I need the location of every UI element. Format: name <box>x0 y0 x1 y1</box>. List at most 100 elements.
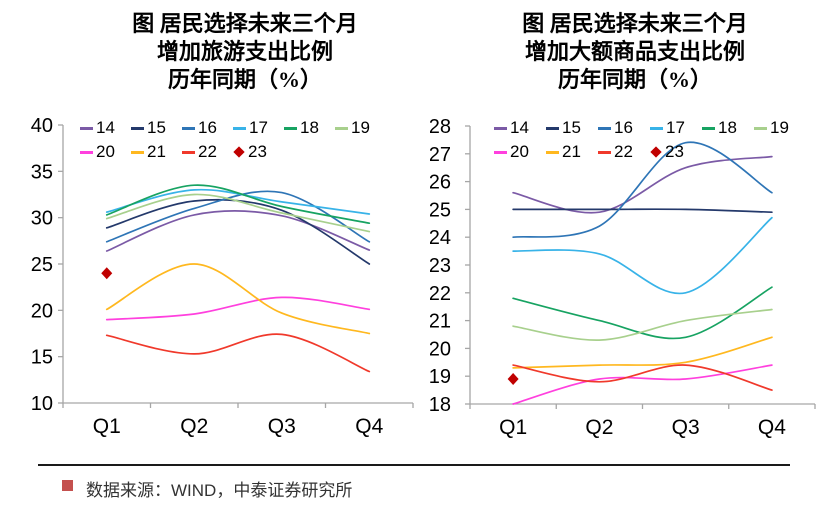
y-tick-label: 18 <box>430 394 451 416</box>
legend-item-17: 17 <box>233 119 284 137</box>
legend-label: 22 <box>614 142 633 161</box>
legend-label: 19 <box>770 118 789 137</box>
x-category-label: Q3 <box>268 415 296 438</box>
y-tick-label: 23 <box>430 255 451 277</box>
y-tick-label: 28 <box>430 116 451 138</box>
y-tick-label: 26 <box>430 172 451 194</box>
series-line-21 <box>105 263 371 335</box>
legend-label: 14 <box>96 118 115 137</box>
series-line-16 <box>512 141 773 239</box>
legend-item-18: 18 <box>284 119 335 137</box>
legend-label: 16 <box>614 118 633 137</box>
legend-item-21: 21 <box>546 143 598 161</box>
x-category-label: Q4 <box>758 416 786 439</box>
x-category-label: Q3 <box>672 416 700 439</box>
goods-chart-title: 图 居民选择未来三个月 增加大额商品支出比例 历年同期（%） <box>455 10 815 94</box>
line-swatch-icon <box>335 126 348 130</box>
y-tick-label: 10 <box>31 393 53 415</box>
legend-label: 23 <box>665 142 684 161</box>
diamond-marker-icon <box>233 146 245 158</box>
series-line-18 <box>512 286 773 340</box>
line-swatch-icon <box>182 150 195 154</box>
divider <box>38 464 790 466</box>
legend-item-14: 14 <box>494 119 546 137</box>
legend-label: 15 <box>562 118 581 137</box>
line-swatch-icon <box>80 150 93 154</box>
legend-label: 21 <box>147 142 166 161</box>
travel-chart-panel: 图 居民选择未来三个月 增加旅游支出比例 历年同期（%） 10 15 20 25 30 3… <box>0 0 430 460</box>
y-tick-label: 30 <box>31 208 53 230</box>
line-swatch-icon <box>131 150 144 154</box>
series-line-18 <box>105 184 371 225</box>
travel-chart-canvas: 10 15 20 25 30 35 40 Q1 Q2 Q3 Q4 <box>31 115 414 438</box>
line-swatch-icon <box>284 126 297 130</box>
source-bullet-icon <box>62 480 73 491</box>
y-tick-label: 20 <box>31 300 53 322</box>
y-tick-label: 40 <box>31 115 53 137</box>
title-line-3: 历年同期（%） <box>167 67 322 92</box>
legend-item-20: 20 <box>80 143 131 161</box>
line-swatch-icon <box>702 126 715 130</box>
line-swatch-icon <box>80 126 93 130</box>
line-swatch-icon <box>494 150 507 154</box>
y-tick-label: 20 <box>430 338 451 360</box>
series-line-20 <box>105 296 371 321</box>
y-tick-label: 25 <box>430 199 451 221</box>
legend-label: 20 <box>510 142 529 161</box>
series-marker-23 <box>101 267 113 280</box>
title-line-2: 增加大额商品支出比例 <box>524 39 745 64</box>
x-category-label: Q4 <box>355 415 383 438</box>
x-category-label: Q1 <box>499 416 527 439</box>
legend-item-17: 17 <box>650 119 702 137</box>
series-line-22 <box>512 364 773 391</box>
series-line-14 <box>105 210 371 252</box>
series-marker-23 <box>507 372 519 385</box>
x-category-label: Q1 <box>93 415 121 438</box>
legend-label: 22 <box>198 142 217 161</box>
legend-item-14: 14 <box>80 119 131 137</box>
series-line-17 <box>512 216 773 295</box>
diamond-marker-icon <box>650 146 662 158</box>
line-swatch-icon <box>131 126 144 130</box>
series-line-21 <box>512 336 773 369</box>
series-line-15 <box>512 208 773 214</box>
legend-item-15: 15 <box>546 119 598 137</box>
line-swatch-icon <box>546 126 559 130</box>
legend-label: 19 <box>351 118 370 137</box>
legend-item-19: 19 <box>335 119 386 137</box>
legend-label: 18 <box>300 118 319 137</box>
legend-item-18: 18 <box>702 119 754 137</box>
legend-item-21: 21 <box>131 143 182 161</box>
x-category-label: Q2 <box>585 416 613 439</box>
travel-chart-legend: 14 15 16 17 18 19 20 21 22 23 <box>80 119 392 161</box>
y-tick-label: 25 <box>31 254 53 276</box>
legend-item-22: 22 <box>182 143 233 161</box>
series-line-20 <box>512 364 773 405</box>
travel-chart-title: 图 居民选择未来三个月 增加旅游支出比例 历年同期（%） <box>55 10 435 94</box>
legend-label: 20 <box>96 142 115 161</box>
legend-item-16: 16 <box>182 119 233 137</box>
legend-label: 17 <box>666 118 685 137</box>
series-line-15 <box>105 198 371 265</box>
goods-chart-legend: 14 15 16 17 18 19 20 21 22 23 <box>494 119 812 161</box>
series-line-19 <box>105 193 371 233</box>
line-swatch-icon <box>182 126 195 130</box>
goods-chart-canvas: 18 19 20 21 22 23 24 25 26 27 28 Q1 Q2 Q3 Q4 <box>430 116 816 439</box>
goods-chart-panel: 图 居民选择未来三个月 增加大额商品支出比例 历年同期（%） 18 19 20 21 2… <box>430 0 825 460</box>
series-line-14 <box>512 155 773 214</box>
line-swatch-icon <box>598 150 611 154</box>
y-tick-label: 15 <box>31 347 53 369</box>
legend-item-22: 22 <box>598 143 650 161</box>
legend-item-23: 23 <box>233 143 284 161</box>
line-swatch-icon <box>546 150 559 154</box>
legend-item-23: 23 <box>650 143 702 161</box>
title-line-1: 图 居民选择未来三个月 <box>522 11 748 36</box>
legend-label: 18 <box>718 118 737 137</box>
legend-label: 16 <box>198 118 217 137</box>
legend-label: 17 <box>249 118 268 137</box>
y-tick-label: 21 <box>430 311 451 333</box>
title-line-3: 历年同期（%） <box>557 67 712 92</box>
line-swatch-icon <box>494 126 507 130</box>
y-tick-label: 27 <box>430 144 451 166</box>
